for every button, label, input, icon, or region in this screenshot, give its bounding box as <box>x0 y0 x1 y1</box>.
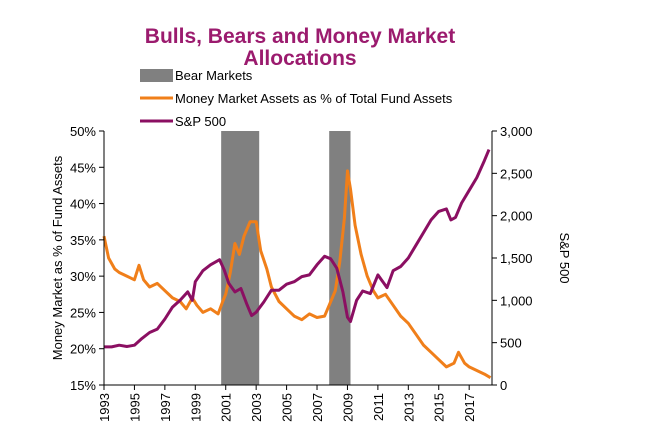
money-market-line <box>102 169 492 379</box>
bear-market-band-1 <box>221 131 260 385</box>
legend: Bear Markets Money Market Assets as % of … <box>140 68 453 129</box>
y-left-tick-label: 45% <box>70 160 96 175</box>
chart-title-line-2: Allocations <box>243 47 356 70</box>
x-tick-label: 1995 <box>127 393 142 422</box>
x-tick-label: 2015 <box>432 393 447 422</box>
y-right-tick-label: 1,500 <box>500 251 533 266</box>
x-tick-label: 1999 <box>188 393 203 422</box>
x-tick-label: 2005 <box>280 393 295 422</box>
y-right-tick-label: 2,000 <box>500 209 533 224</box>
legend-label: Bear Markets <box>175 68 253 83</box>
axes: 15% 20% 25% 30% 35% 40% 45% 50% 0 500 1,000 1,500 2,… <box>70 124 533 422</box>
y-right-tick-label: 3,000 <box>500 124 533 139</box>
y-left-tick-label: 25% <box>70 305 96 320</box>
legend-label: S&P 500 <box>175 114 226 129</box>
x-tick-label: 2007 <box>310 393 325 422</box>
y-right-tick-label: 1,000 <box>500 293 533 308</box>
legend-label: Money Market Assets as % of Total Fund A… <box>175 91 453 106</box>
x-tick-label: 1993 <box>97 393 112 422</box>
x-tick-label: 1997 <box>158 393 173 422</box>
y-axis-left-title: Money Market as % of Fund Assets <box>50 155 65 360</box>
y-axis-right-title: S&P 500 <box>557 232 572 283</box>
y-left-tick-label: 50% <box>70 124 96 139</box>
y-left-tick-label: 20% <box>70 342 96 357</box>
y-left-tick-label: 40% <box>70 197 96 212</box>
y-left-tick-label: 35% <box>70 233 96 248</box>
y-right-tick-label: 500 <box>500 336 522 351</box>
x-tick-label: 2001 <box>219 393 234 422</box>
x-tick-label: 2003 <box>249 393 264 422</box>
x-tick-label: 2011 <box>371 393 386 421</box>
chart-title-line-1: Bulls, Bears and Money Market <box>145 25 455 48</box>
series-lines <box>102 149 492 379</box>
x-tick-label: 2017 <box>462 393 477 422</box>
y-left-tick-label: 30% <box>70 269 96 284</box>
y-right-tick-label: 0 <box>500 378 507 393</box>
legend-swatch-bear-markets <box>140 69 173 82</box>
sp500-line <box>104 149 491 349</box>
y-right-tick-label: 2,500 <box>500 166 533 181</box>
x-tick-label: 2009 <box>340 393 355 422</box>
x-tick-label: 2013 <box>401 393 416 422</box>
y-left-tick-label: 15% <box>70 378 96 393</box>
